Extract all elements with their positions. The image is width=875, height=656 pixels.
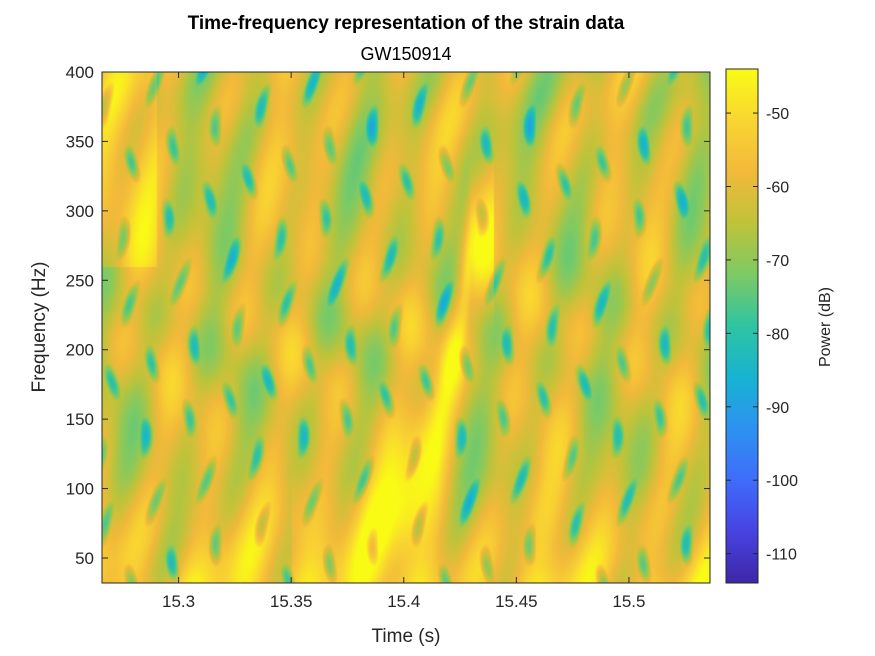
y-tick-label: 350: [66, 132, 94, 151]
colorbar-tick-label: -70: [766, 253, 789, 270]
x-tick-label: 15.35: [270, 592, 313, 611]
x-axis-label: Time (s): [372, 626, 441, 647]
colorbar-tick-label: -100: [766, 473, 798, 490]
x-tick-label: 15.3: [162, 592, 195, 611]
colorbar-tick-label: -50: [766, 106, 789, 123]
colorbar-tick-label: -80: [766, 326, 789, 343]
y-axis: 50 100 150 200 250 300 350 400: [66, 63, 710, 568]
colorbar-axis: -110 -100 -90 -80 -70 -60 -50: [726, 106, 798, 564]
colorbar-tick-label: -90: [766, 400, 789, 417]
colorbar-tick-label: -110: [766, 547, 797, 564]
chart-subtitle: GW150914: [360, 44, 451, 64]
x-axis: 15.3 15.35 15.4 15.45 15.5: [162, 72, 645, 611]
y-tick-label: 200: [66, 341, 94, 360]
chart-title: Time-frequency representation of the str…: [188, 13, 625, 34]
x-tick-label: 15.4: [387, 592, 420, 611]
y-tick-label: 150: [66, 410, 94, 429]
y-tick-label: 50: [75, 549, 94, 568]
y-tick-label: 100: [66, 480, 94, 499]
y-tick-label: 400: [66, 63, 94, 82]
heatmap-image: [102, 72, 710, 583]
x-tick-label: 15.5: [612, 592, 645, 611]
x-tick-label: 15.45: [495, 592, 538, 611]
y-tick-label: 250: [66, 271, 94, 290]
colorbar-label: Power (dB): [817, 287, 834, 367]
y-axis-label: Frequency (Hz): [29, 262, 50, 393]
y-tick-label: 300: [66, 202, 94, 221]
colorbar: [725, 68, 759, 584]
heatmap-raster: [102, 72, 710, 583]
colorbar-tick-label: -60: [766, 179, 789, 196]
plot-frame: [101, 71, 711, 584]
